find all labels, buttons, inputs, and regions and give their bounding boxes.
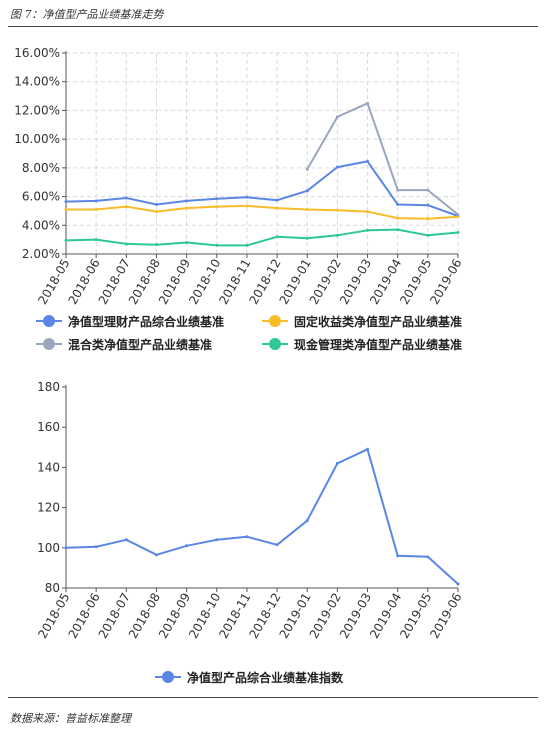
data-point xyxy=(396,188,400,192)
y-tick-label: 6.00% xyxy=(22,190,60,204)
legend-swatch-marker xyxy=(269,338,281,350)
benchmark-index-chart: 801001201401601802018-052018-062018-0720… xyxy=(35,380,464,685)
legend-label: 净值型理财产品综合业绩基准 xyxy=(68,314,224,329)
legend-swatch-marker xyxy=(162,671,174,683)
data-point xyxy=(275,206,279,210)
data-point xyxy=(456,213,460,217)
legend-label: 现金管理类净值型产品业绩基准 xyxy=(294,337,462,352)
data-point xyxy=(366,159,370,163)
data-point xyxy=(185,241,189,245)
data-point xyxy=(396,216,400,220)
y-tick-label: 16.00% xyxy=(14,46,60,60)
data-point xyxy=(154,553,158,557)
y-tick-label: 2.00% xyxy=(22,247,60,261)
data-point xyxy=(305,189,309,193)
legend-swatch-marker xyxy=(43,315,55,327)
y-tick-label: 12.00% xyxy=(14,103,60,117)
data-point xyxy=(124,196,128,200)
data-point xyxy=(64,546,68,550)
data-point xyxy=(64,238,68,242)
data-point xyxy=(456,582,460,586)
data-point xyxy=(366,228,370,232)
y-tick-label: 140 xyxy=(37,460,60,474)
data-point xyxy=(215,243,219,247)
legend-swatch-marker xyxy=(269,315,281,327)
data-point xyxy=(124,538,128,542)
data-point xyxy=(245,204,249,208)
benchmark-rate-chart: 2.00% 4.00% 6.00% 8.00% 10.00% 12.00% 14.00% 16… xyxy=(14,46,464,352)
bottom-rule xyxy=(8,697,538,698)
data-point xyxy=(426,233,430,237)
legend-label: 固定收益类净值型产品业绩基准 xyxy=(294,314,462,329)
y-tick-label: 180 xyxy=(37,380,60,394)
data-point xyxy=(366,101,370,105)
data-point xyxy=(335,115,339,119)
legend-swatch-marker xyxy=(43,338,55,350)
data-point xyxy=(94,545,98,549)
data-point xyxy=(154,210,158,214)
data-point xyxy=(426,217,430,221)
data-point xyxy=(275,543,279,547)
data-point xyxy=(456,215,460,219)
data-point xyxy=(275,198,279,202)
data-point xyxy=(305,236,309,240)
data-point xyxy=(215,197,219,201)
data-point xyxy=(185,206,189,210)
top-rule xyxy=(8,26,538,27)
series-line-3 xyxy=(306,102,459,216)
data-point xyxy=(154,243,158,247)
y-tick-label: 14.00% xyxy=(14,75,60,89)
data-point xyxy=(335,208,339,212)
y-tick-label: 100 xyxy=(37,541,60,555)
data-point xyxy=(185,544,189,548)
data-point xyxy=(94,238,98,242)
data-point xyxy=(335,233,339,237)
y-tick-label: 160 xyxy=(37,420,60,434)
data-point xyxy=(275,235,279,239)
data-point xyxy=(366,447,370,451)
legend-label: 混合类净值型产品业绩基准 xyxy=(68,337,212,352)
data-point xyxy=(396,202,400,206)
figure-caption: 图 7：净值型产品业绩基准走势 xyxy=(10,8,164,21)
data-point xyxy=(124,205,128,209)
data-point xyxy=(426,555,430,559)
data-point xyxy=(94,199,98,203)
data-point xyxy=(245,195,249,199)
data-point xyxy=(154,202,158,206)
data-point xyxy=(305,207,309,211)
data-point xyxy=(64,207,68,211)
data-point xyxy=(305,519,309,523)
y-tick-label: 10.00% xyxy=(14,132,60,146)
data-point xyxy=(396,554,400,558)
series-line-1 xyxy=(65,160,459,217)
data-point xyxy=(426,203,430,207)
data-point xyxy=(245,243,249,247)
y-tick-label: 4.00% xyxy=(22,218,60,232)
legend-label: 净值型产品综合业绩基准指数 xyxy=(187,670,344,685)
data-point xyxy=(335,165,339,169)
data-point xyxy=(305,167,309,171)
data-point xyxy=(426,188,430,192)
y-tick-label: 120 xyxy=(37,501,60,515)
series-line-1 xyxy=(65,448,459,585)
data-point xyxy=(215,205,219,209)
y-tick-label: 80 xyxy=(45,581,60,595)
data-point xyxy=(215,538,219,542)
data-point xyxy=(396,228,400,232)
data-point xyxy=(185,199,189,203)
data-point xyxy=(366,210,370,214)
y-tick-label: 8.00% xyxy=(22,161,60,175)
data-point xyxy=(456,230,460,234)
data-point xyxy=(335,461,339,465)
data-point xyxy=(64,200,68,204)
series-line-4 xyxy=(65,228,459,247)
series-line-2 xyxy=(66,204,459,220)
data-point xyxy=(245,535,249,539)
data-source: 数据来源：普益标准整理 xyxy=(10,712,131,725)
data-point xyxy=(124,242,128,246)
data-point xyxy=(94,207,98,211)
